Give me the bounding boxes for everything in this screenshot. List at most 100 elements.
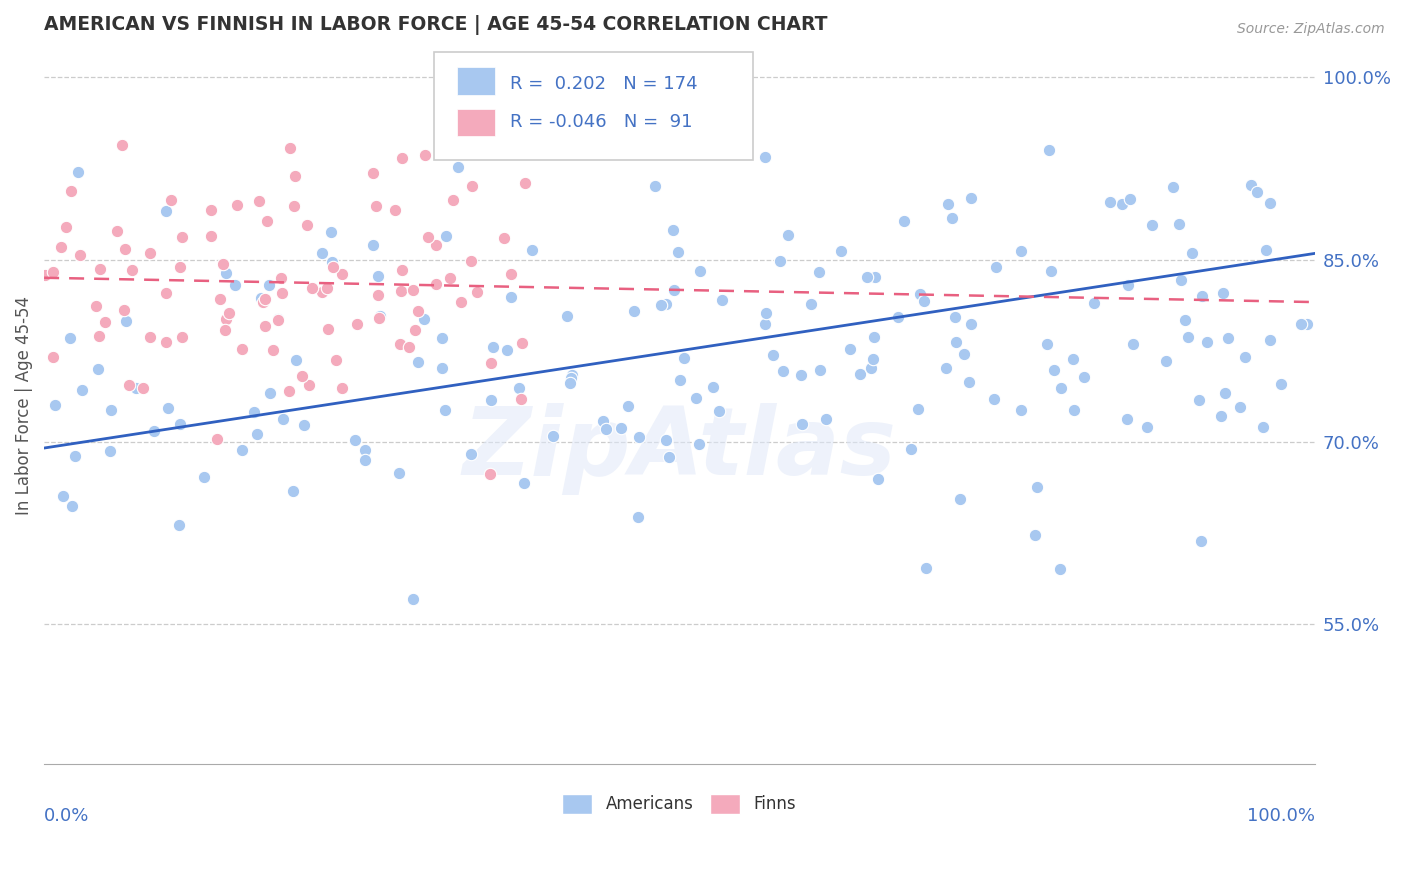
Point xyxy=(44,398,66,412)
Point xyxy=(479,393,502,408)
FancyBboxPatch shape xyxy=(457,68,495,95)
Point xyxy=(252,295,274,310)
Point xyxy=(936,197,959,211)
Point xyxy=(830,244,852,258)
Point xyxy=(425,237,447,252)
Point xyxy=(253,318,276,333)
Point xyxy=(89,262,111,277)
Point xyxy=(627,430,650,444)
Point xyxy=(156,401,179,416)
Point xyxy=(1062,352,1084,367)
Point xyxy=(1258,334,1281,348)
Point xyxy=(515,176,537,190)
Point xyxy=(416,230,439,244)
Point xyxy=(60,499,83,513)
Point xyxy=(499,290,522,304)
Point xyxy=(84,299,107,313)
Point xyxy=(1216,331,1239,345)
Point xyxy=(391,152,413,166)
Point xyxy=(311,245,333,260)
Point xyxy=(983,392,1005,406)
Point xyxy=(388,336,411,351)
Point xyxy=(330,381,353,395)
Point xyxy=(209,292,232,306)
Point xyxy=(316,281,339,295)
Point xyxy=(321,254,343,268)
Point xyxy=(368,310,391,324)
Point xyxy=(595,422,617,436)
Point xyxy=(957,375,980,389)
Point xyxy=(297,218,319,232)
Text: Source: ZipAtlas.com: Source: ZipAtlas.com xyxy=(1237,22,1385,37)
Point xyxy=(907,402,929,417)
Point xyxy=(246,426,269,441)
Point xyxy=(1042,363,1064,377)
Point xyxy=(281,483,304,498)
Point xyxy=(1118,192,1140,206)
Point xyxy=(364,199,387,213)
Point xyxy=(492,231,515,245)
Point xyxy=(862,352,884,367)
Point xyxy=(808,363,831,377)
Point xyxy=(155,285,177,300)
Point xyxy=(214,322,236,336)
Point xyxy=(772,363,794,377)
Point xyxy=(689,437,711,451)
Point xyxy=(1063,403,1085,417)
Point xyxy=(1195,334,1218,349)
Point xyxy=(623,304,645,318)
Point xyxy=(408,354,430,368)
Point xyxy=(662,223,685,237)
Point xyxy=(1246,185,1268,199)
Point xyxy=(945,335,967,350)
Point xyxy=(434,229,457,244)
Point xyxy=(1167,217,1189,231)
Point xyxy=(439,271,461,285)
Point xyxy=(481,356,503,370)
Point xyxy=(560,371,582,385)
Point xyxy=(886,310,908,324)
Text: 100.0%: 100.0% xyxy=(1247,807,1315,825)
Point xyxy=(205,432,228,446)
Point xyxy=(361,166,384,180)
Point xyxy=(1240,178,1263,192)
Point xyxy=(668,373,690,387)
Point xyxy=(200,203,222,218)
Point xyxy=(666,244,689,259)
Point xyxy=(1136,420,1159,434)
Point xyxy=(644,179,666,194)
Point xyxy=(863,270,886,285)
Point xyxy=(301,281,323,295)
Point xyxy=(1296,317,1319,331)
Point xyxy=(170,229,193,244)
Point xyxy=(155,334,177,349)
Point xyxy=(460,446,482,460)
Point xyxy=(650,298,672,312)
Text: R =  0.202   N = 174: R = 0.202 N = 174 xyxy=(510,75,697,94)
Point xyxy=(389,284,412,298)
Point xyxy=(1229,400,1251,414)
Point xyxy=(441,193,464,207)
Point xyxy=(132,381,155,395)
Point xyxy=(100,403,122,417)
Point xyxy=(259,385,281,400)
Point xyxy=(52,489,75,503)
Point xyxy=(1253,419,1275,434)
Point xyxy=(1073,370,1095,384)
Point xyxy=(900,442,922,457)
Text: 0.0%: 0.0% xyxy=(44,807,90,825)
Point xyxy=(509,392,531,406)
Point xyxy=(1258,196,1281,211)
Point xyxy=(1191,288,1213,302)
Point xyxy=(592,414,614,428)
Point xyxy=(42,350,65,364)
Point xyxy=(655,433,678,447)
Point xyxy=(908,286,931,301)
Point xyxy=(1211,409,1233,423)
Point xyxy=(1254,243,1277,257)
Point xyxy=(111,138,134,153)
Point xyxy=(1189,533,1212,548)
Point xyxy=(1036,337,1059,351)
Point xyxy=(278,141,301,155)
Point xyxy=(800,297,823,311)
